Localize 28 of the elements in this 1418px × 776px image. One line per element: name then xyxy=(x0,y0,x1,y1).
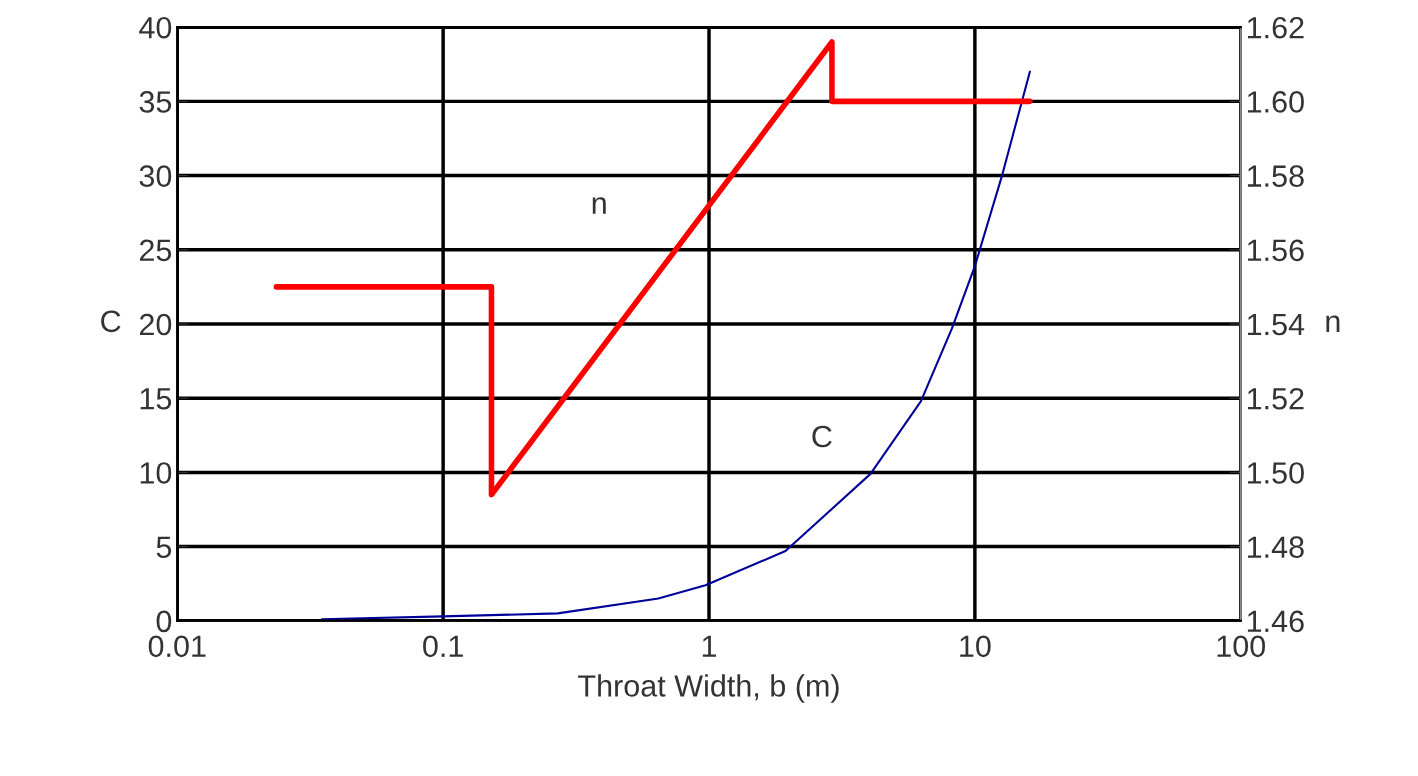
x-tick-label: 1 xyxy=(702,635,717,657)
y2-tick-label: 1.62 xyxy=(1247,16,1304,39)
y2-tick-label: 1.58 xyxy=(1247,165,1304,187)
x-tick-label: 0.1 xyxy=(423,635,463,658)
x-axis-title: Throat Width, b (m) xyxy=(578,674,839,703)
y2-tick-label: 1.54 xyxy=(1247,314,1305,336)
y2-tick-label: 1.50 xyxy=(1247,462,1304,484)
text: n xyxy=(592,197,606,214)
y2-axis-title: n xyxy=(1326,315,1340,332)
x-tick-label: 0.01 xyxy=(148,635,206,658)
x-tick-label: 100 xyxy=(1217,635,1266,658)
y-tick-label: 5 xyxy=(156,536,172,558)
y-axis-title: C xyxy=(101,310,121,333)
y-tick-label: 25 xyxy=(139,239,172,262)
y-tick-label: 0 xyxy=(156,610,172,633)
y2-tick-label: 1.46 xyxy=(1247,610,1304,633)
y2-tick-label: 1.60 xyxy=(1247,91,1304,113)
x-tick-label: 10 xyxy=(960,635,991,658)
y-tick-label: 35 xyxy=(139,91,172,113)
y-tick-label: 15 xyxy=(140,388,172,410)
y-tick-label: 40 xyxy=(139,16,172,39)
y-tick-label: 10 xyxy=(140,462,172,484)
y-tick-label: 30 xyxy=(139,165,172,187)
y2-tick-label: 1.56 xyxy=(1247,239,1304,262)
series-label: C xyxy=(812,425,832,448)
y2-tick-label: 1.52 xyxy=(1247,387,1304,410)
y-tick-label: 20 xyxy=(139,313,172,336)
y2-tick-label: 1.48 xyxy=(1247,536,1304,558)
